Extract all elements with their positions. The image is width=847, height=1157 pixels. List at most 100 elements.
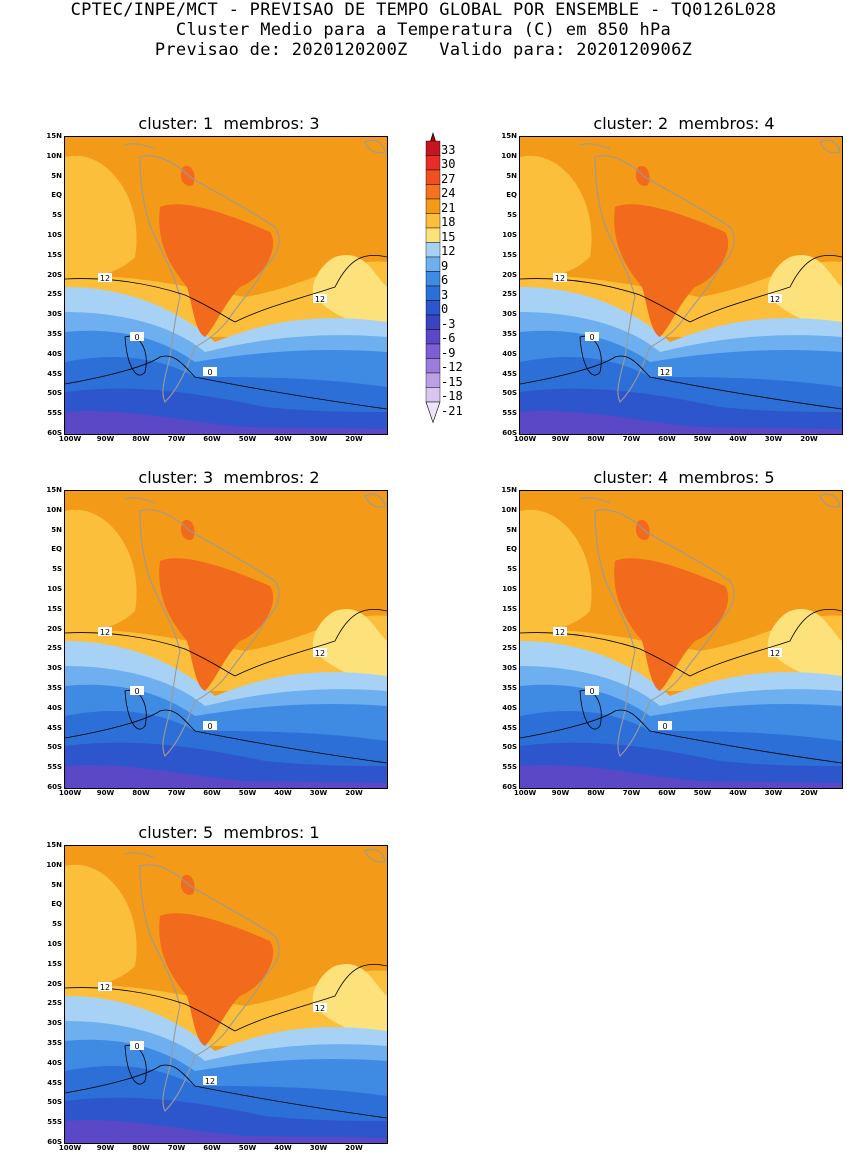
latitude-tick-label: 15S [502,604,517,613]
map-svg: 12 12 12 0 [520,137,842,434]
legend-swatch [425,314,441,330]
longitude-tick-label: 100W [58,1144,82,1152]
latitude-tick-label: EQ [51,900,62,909]
isotherm-label-bg [658,367,672,376]
latitude-tick-label: 55S [502,763,517,772]
temperature-band-pale [312,254,387,327]
coastline [594,155,735,403]
legend-level-label: -18 [441,389,463,403]
isotherm-label-bg [768,294,782,303]
latitude-tick-label: 50S [502,389,517,398]
temperature-band-cold3 [520,764,842,788]
legend-swatch [425,184,441,200]
latitude-tick-label: 15N [46,841,62,849]
isotherm-label: 0 [134,1042,139,1051]
latitude-tick-label: 10N [46,151,62,160]
latitude-tick-label: 35S [47,684,62,692]
isotherm-label: 12 [205,1077,215,1086]
latitude-tick-label: 15S [47,250,62,259]
legend-level-label: -21 [441,403,463,418]
isotherm-line [689,608,842,677]
latitude-tick-label: 35S [47,1039,62,1047]
latitude-tick-label: 55S [47,763,62,772]
legend-level-label: 18 [441,215,456,229]
latitude-tick-label: 35S [502,330,517,338]
isotherm-label-bg [203,721,217,730]
longitude-tick-label: 100W [513,435,537,443]
isotherm-label-bg [313,648,327,657]
isotherm-label: 12 [770,649,780,658]
isotherm-label: 12 [555,274,565,283]
isotherm-label: 12 [770,295,780,304]
latitude-tick-label: 40S [502,349,517,358]
latitude-tick-label: 10N [46,505,62,514]
isotherm-label-bg [98,982,112,991]
latitude-tick-label: 45S [47,723,62,732]
isotherm-line [65,355,387,410]
legend-swatch [425,300,441,316]
latitude-tick-label: 20S [47,270,62,279]
legend-level-label: 27 [441,171,456,186]
latitude-tick-label: 15S [47,959,62,968]
isotherm-line [520,632,691,677]
latitude-tick-label: 25S [47,999,62,1008]
latitude-tick-label: 25S [502,290,517,299]
latitude-tick-label: 30S [47,1019,62,1028]
isotherm-label-bg [585,686,599,695]
latitude-tick-label: 15S [47,604,62,613]
temperature-map: 12 12 12 0 [519,136,843,435]
temperature-band-warm_core [180,875,195,895]
isotherm-label: 12 [100,274,110,283]
temperature-band-pale [312,608,387,681]
header-line-1: CPTEC/INPE/MCT - PREVISAO DE TEMPO GLOBA… [70,0,777,20]
latitude-tick-label: 10S [502,585,517,593]
temperature-band-warm_core [614,558,729,691]
latitude-tick-label: 5N [506,525,517,534]
latitude-tick-label: EQ [506,191,517,200]
isotherm-label-bg [98,627,112,636]
isotherm-label-bg [313,1003,327,1012]
coastline [364,139,386,154]
latitude-tick-label: 20S [502,624,517,633]
latitude-tick-label: EQ [51,191,62,200]
temperature-band-pale [767,254,842,327]
legend-swatch [425,401,441,424]
isotherm-label-bg [98,273,112,282]
legend-level-label: 6 [441,273,449,287]
panel-title: cluster: 4 membros: 5 [593,468,775,487]
longitude-tick-label: 30W [309,1144,328,1152]
isotherm-line [520,278,691,323]
temperature-band-pale [767,608,842,681]
header-line-2: Cluster Medio para a Temperatura (C) em … [175,20,672,40]
map-panel-cluster-2: cluster: 2 membros: 4 12 12 12 0 15N 10N 5N EQ 5S… [489,114,843,444]
isotherm-label-bg [768,648,782,657]
longitude-tick-label: 90W [96,1144,115,1152]
panel-title: cluster: 1 membros: 3 [138,114,320,133]
latitude-tick-label: 55S [47,409,62,418]
temperature-map: 12 12 12 0 [64,845,388,1144]
coastline [364,493,386,508]
longitude-tick-label: 30W [764,435,783,443]
color-legend: 33 30 27 24 21 18 15 12 9 6 3 0 -3 -6 -9 -12 -15 -18 -21 [425,132,485,442]
legend-swatch [425,213,441,229]
legend-level-label: 21 [441,200,456,215]
latitude-tick-label: 40S [47,349,62,358]
latitude-tick-label: 5S [507,565,517,574]
map-panel-cluster-1: cluster: 1 membros: 3 12 12 0 0 15N 10N 5N EQ 5S 1… [34,114,388,444]
latitude-tick-label: 5S [507,211,517,220]
latitude-tick-label: 10N [501,505,517,514]
longitude-tick-label: 20W [345,789,363,797]
isotherm-label-bg [130,686,144,695]
coastline [819,139,841,154]
longitude-tick-label: 40W [274,435,292,443]
latitude-tick-label: 25S [47,644,62,653]
longitude-tick-label: 20W [800,435,818,443]
longitude-tick-label: 60W [203,789,221,797]
latitude-tick-label: 50S [47,389,62,398]
latitude-tick-label: 30S [502,664,517,673]
isotherm-label-bg [553,273,567,282]
isotherm-label-bg [585,332,599,341]
longitude-tick-label: 100W [58,435,82,443]
latitude-tick-label: 40S [502,703,517,712]
temperature-map: 12 12 0 0 [64,490,388,789]
